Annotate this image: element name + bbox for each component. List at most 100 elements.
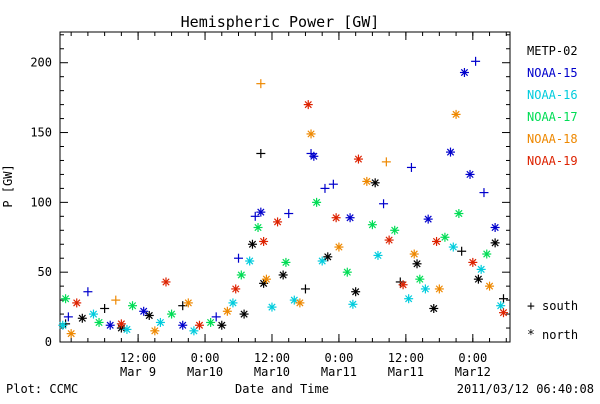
x-tick-label-date: Mar11 (388, 365, 424, 379)
data-point-noaa-16-north (245, 256, 255, 266)
marker-stroke (410, 250, 418, 258)
data-point-noaa-16-north (317, 256, 327, 266)
data-point-metp-02-north (247, 239, 257, 249)
data-point-noaa-16-north (58, 320, 68, 330)
data-point-metp-02-north (412, 259, 422, 269)
y-tick-label: 50 (38, 265, 52, 279)
x-tick-label-time: 0:00 (324, 351, 353, 365)
marker-stroke (145, 311, 153, 320)
data-point-noaa-15-south (328, 179, 338, 189)
x-tick-label-time: 0:00 (458, 351, 487, 365)
data-point-noaa-19-north (72, 298, 82, 308)
data-point-noaa-15-south (211, 312, 221, 322)
marker-stroke (273, 218, 282, 226)
data-point-noaa-17-north (167, 309, 177, 319)
data-point-noaa-16-north (404, 294, 414, 304)
marker-stroke (117, 320, 125, 328)
legend-marker-label-south: south (542, 299, 578, 313)
marker-stroke (73, 299, 81, 307)
marker-stroke (156, 318, 165, 327)
marker-stroke (190, 327, 198, 335)
marker-stroke (332, 214, 340, 222)
marker-stroke (151, 327, 159, 335)
marker-stroke (335, 243, 343, 251)
marker-stroke (128, 302, 137, 310)
data-point-noaa-19-north (259, 236, 269, 246)
data-point-noaa-19-north (432, 236, 442, 246)
data-point-noaa-16-north (155, 317, 165, 327)
data-point-metp-02-south (100, 303, 110, 313)
legend-entry-noaa-15: NOAA-15 (527, 66, 578, 80)
legend: METP-02 NOAA-15 NOAA-16 NOAA-17 NOAA-18 NOAA-… (527, 44, 578, 343)
marker-stroke (441, 233, 449, 241)
marker-stroke (184, 299, 192, 307)
plot-frame (59, 31, 511, 343)
plot-credit: Plot: CCMC (6, 382, 78, 396)
data-point-noaa-16-north (88, 309, 98, 319)
data-point-noaa-19-north (498, 308, 508, 318)
data-point-noaa-18-north (183, 298, 193, 308)
marker-stroke (106, 321, 114, 329)
data-point-metp-02-north (144, 310, 154, 320)
marker-stroke (424, 215, 432, 223)
x-tick-label-time: 0:00 (191, 351, 220, 365)
data-point-noaa-15-north (178, 320, 188, 330)
data-point-noaa-17-north (415, 274, 425, 284)
marker-stroke (195, 321, 204, 329)
marker-stroke (282, 258, 290, 267)
marker-stroke (67, 329, 75, 338)
marker-stroke (399, 281, 407, 289)
data-point-metp-02-north (217, 320, 227, 330)
marker-stroke (78, 314, 86, 322)
data-point-noaa-19-north (303, 100, 313, 110)
data-point-metp-02-south (256, 148, 266, 158)
y-tick-label: 0 (45, 335, 52, 349)
legend-entry-noaa-16: NOAA-16 (527, 88, 578, 102)
marker-stroke (374, 251, 382, 260)
data-point-noaa-17-north (342, 267, 352, 277)
data-point-noaa-16-north (420, 284, 430, 294)
marker-stroke (89, 310, 98, 318)
data-point-noaa-18-north (409, 249, 419, 259)
marker-stroke (474, 275, 483, 283)
data-point-noaa-15-north (139, 306, 149, 316)
marker-stroke (349, 300, 357, 308)
marker-stroke (167, 310, 176, 318)
legend-entry-metp-02: METP-02 (527, 44, 578, 58)
data-point-noaa-15-north (459, 67, 469, 77)
marker-stroke (391, 226, 399, 234)
plot-timestamp: 2011/03/12 06:40:08 (457, 382, 594, 396)
data-point-noaa-15-south (379, 199, 389, 209)
data-point-noaa-17-north (128, 301, 138, 311)
marker-stroke (254, 223, 262, 232)
data-point-noaa-15-south (234, 253, 244, 263)
data-point-noaa-15-south (63, 312, 73, 322)
data-point-noaa-18-north (362, 176, 372, 186)
data-point-metp-02-north (429, 303, 439, 313)
data-point-noaa-15-south (320, 183, 330, 193)
marker-stroke (310, 152, 318, 160)
chart-title: Hemispheric Power [GW] (181, 13, 380, 31)
data-point-noaa-15-north (256, 207, 266, 217)
marker-stroke (279, 271, 287, 279)
data-point-noaa-19-north (116, 319, 126, 329)
x-tick-label-date: Mar12 (455, 365, 491, 379)
marker-stroke (446, 148, 455, 156)
data-point-noaa-17-north (454, 209, 464, 219)
data-point-noaa-15-north (490, 222, 500, 232)
data-point-noaa-16-north (189, 326, 199, 336)
marker-stroke (491, 223, 499, 232)
marker-stroke (435, 285, 443, 293)
data-point-noaa-17-north (390, 225, 400, 235)
marker-stroke (95, 318, 103, 327)
data-point-metp-02-south (300, 284, 310, 294)
y-axis-label: P [GW] (1, 164, 15, 207)
marker-stroke (385, 236, 393, 244)
marker-stroke (483, 250, 491, 258)
data-point-noaa-17-north (482, 249, 492, 259)
x-tick-label-date: Mar10 (254, 365, 290, 379)
data-point-noaa-17-north (236, 270, 246, 280)
